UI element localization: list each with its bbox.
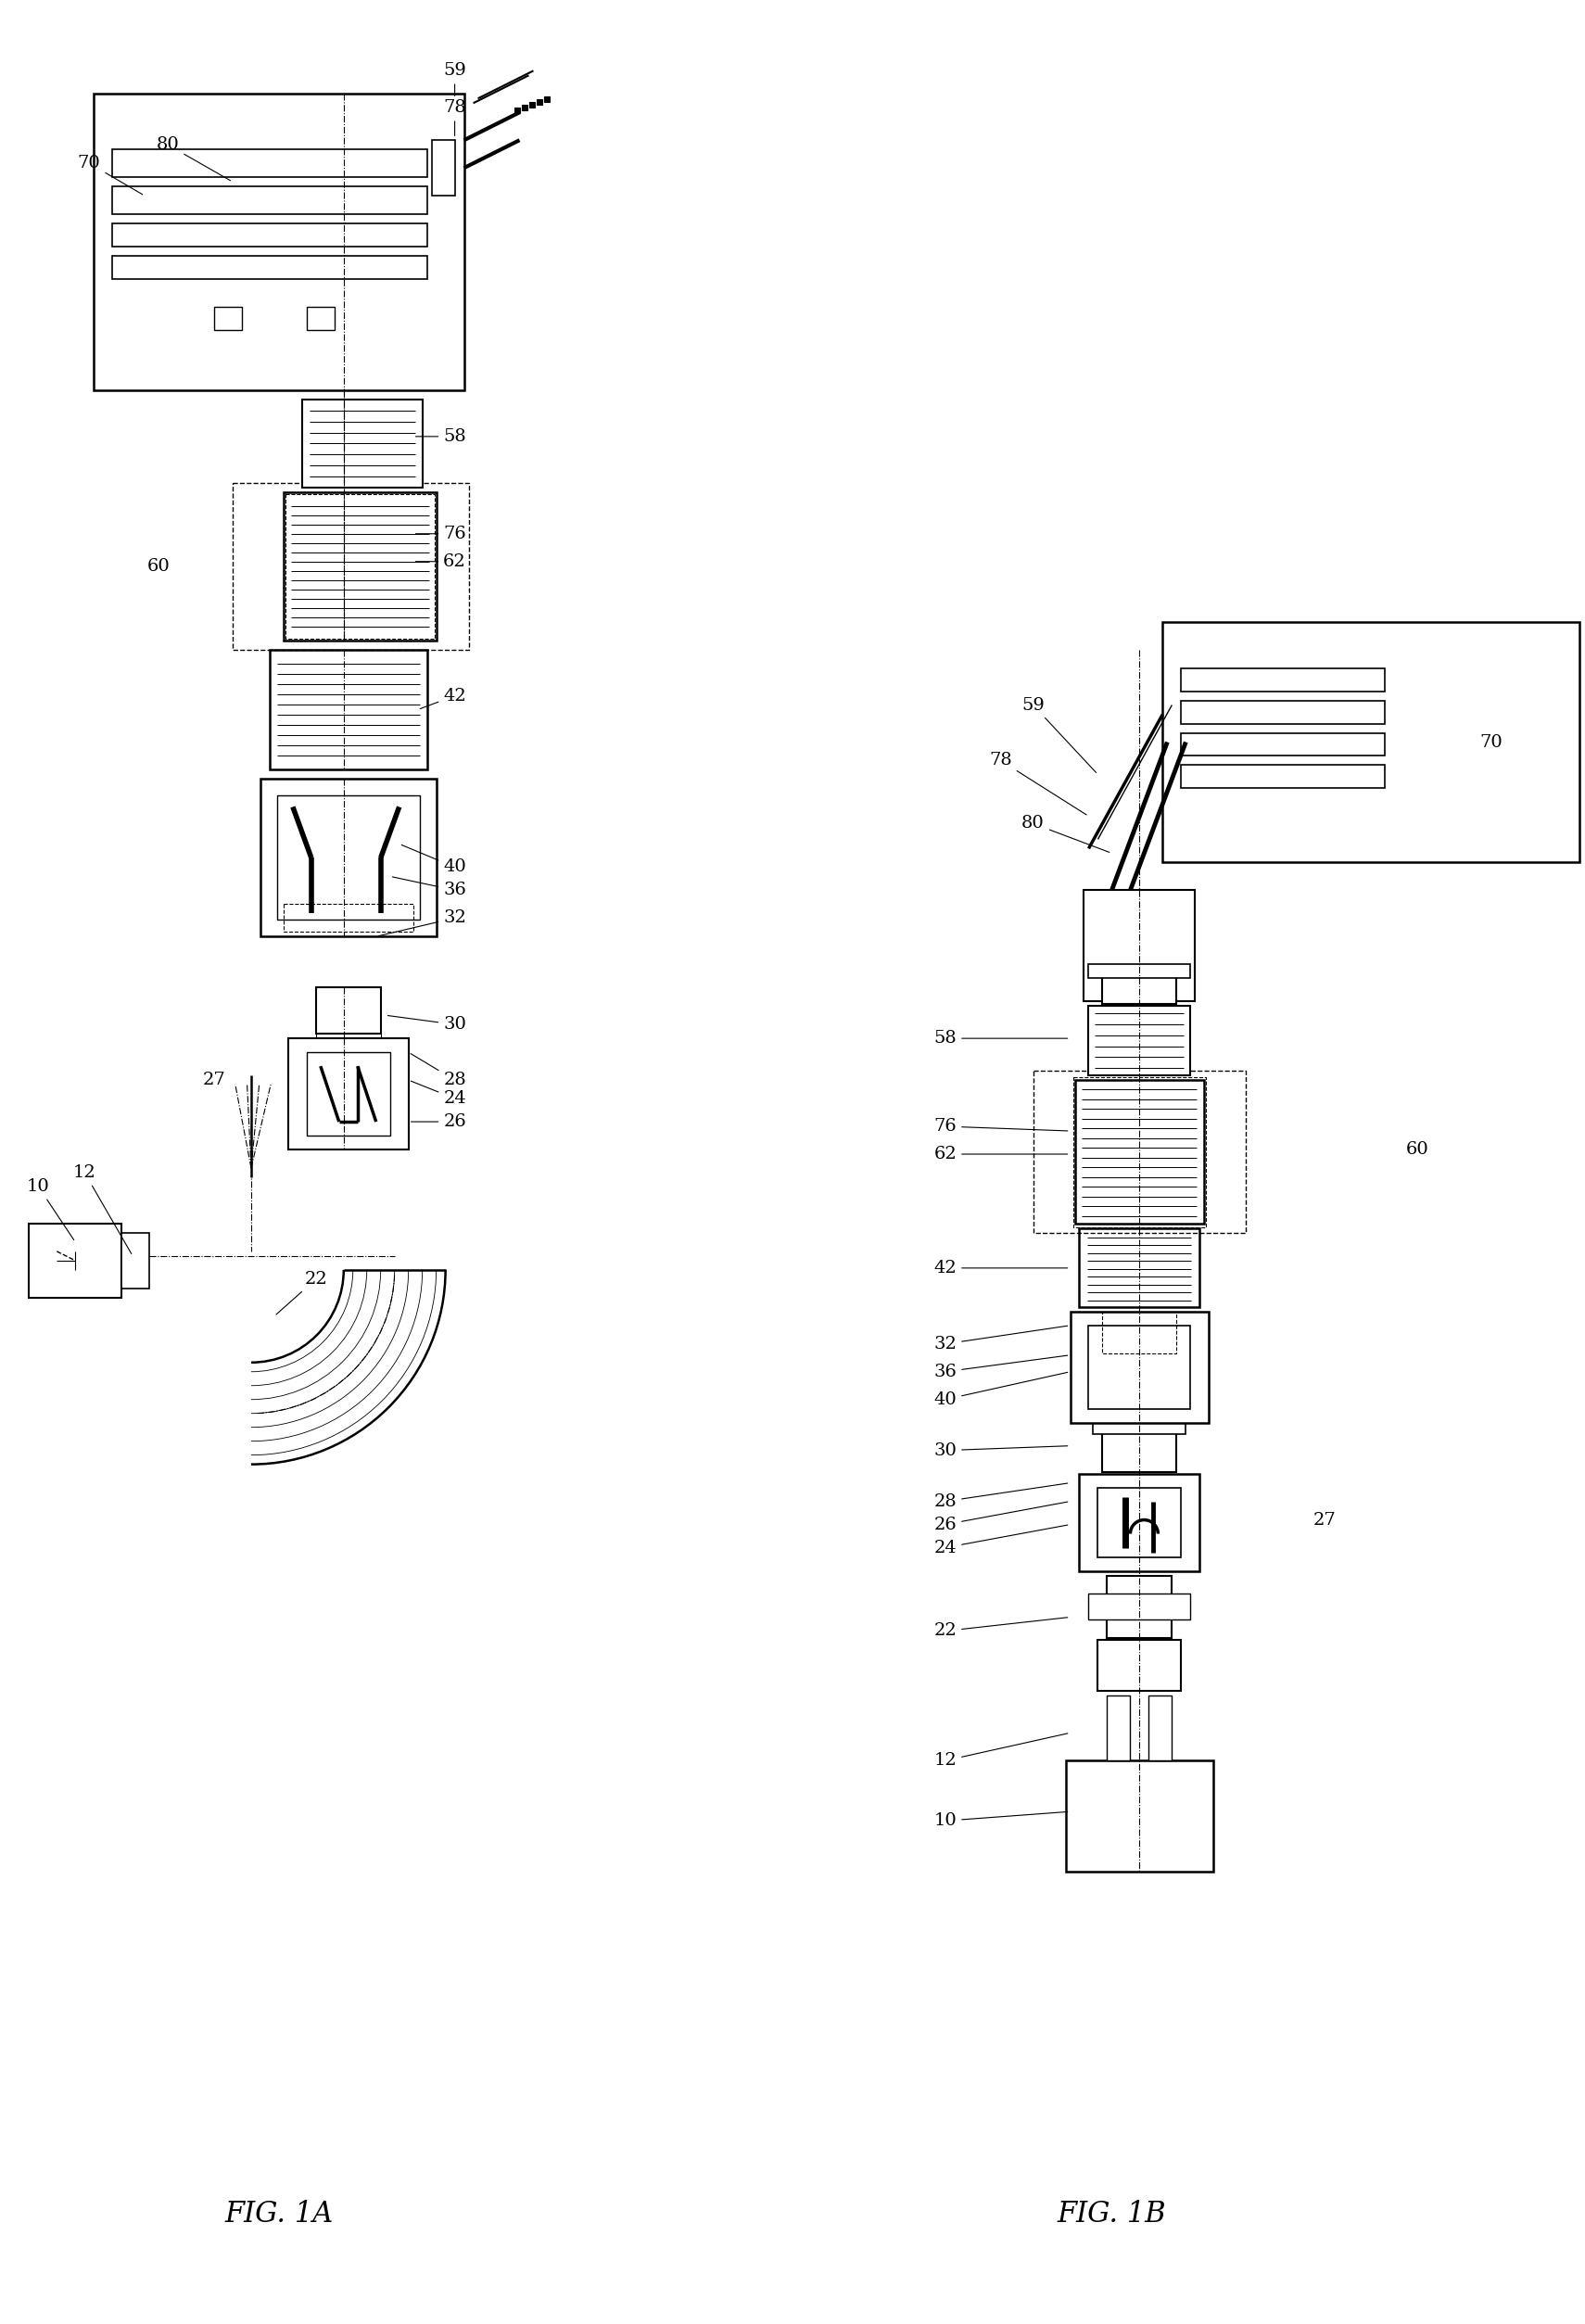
Text: 76: 76 bbox=[415, 525, 466, 541]
Bar bbox=[1098, 1487, 1181, 1557]
Bar bbox=[1079, 1227, 1200, 1306]
Text: 59: 59 bbox=[444, 63, 466, 95]
Text: 28: 28 bbox=[934, 1483, 1068, 1511]
Bar bbox=[306, 307, 334, 330]
Text: 12: 12 bbox=[73, 1164, 132, 1253]
Bar bbox=[1089, 1594, 1190, 1620]
Bar bbox=[306, 1053, 390, 1136]
Text: 62: 62 bbox=[934, 1146, 1068, 1162]
Bar bbox=[1075, 1081, 1205, 1222]
Bar bbox=[122, 1232, 149, 1287]
Bar bbox=[113, 256, 426, 279]
Text: 36: 36 bbox=[934, 1355, 1068, 1380]
Text: 24: 24 bbox=[934, 1525, 1068, 1557]
Text: 36: 36 bbox=[393, 876, 466, 899]
Bar bbox=[1089, 1325, 1190, 1408]
Text: 70: 70 bbox=[1480, 734, 1503, 751]
Bar bbox=[1103, 1427, 1176, 1471]
Bar bbox=[113, 186, 426, 214]
Bar bbox=[94, 93, 464, 390]
Text: 26: 26 bbox=[934, 1501, 1068, 1534]
Bar bbox=[537, 100, 542, 105]
Bar bbox=[1181, 765, 1385, 788]
Text: 24: 24 bbox=[411, 1081, 466, 1106]
Text: 40: 40 bbox=[401, 846, 466, 876]
Text: 22: 22 bbox=[276, 1271, 328, 1315]
Bar bbox=[1079, 1473, 1200, 1571]
Bar bbox=[523, 105, 528, 112]
Bar bbox=[260, 779, 436, 937]
Text: 42: 42 bbox=[934, 1260, 1068, 1276]
Bar bbox=[1163, 623, 1579, 862]
Bar bbox=[545, 98, 550, 102]
Text: 62: 62 bbox=[415, 553, 466, 569]
Bar bbox=[1073, 1078, 1206, 1227]
Bar bbox=[515, 107, 520, 114]
Text: 60: 60 bbox=[147, 558, 170, 574]
Bar bbox=[1149, 1697, 1171, 1762]
Text: 76: 76 bbox=[934, 1118, 1068, 1134]
Text: 27: 27 bbox=[203, 1071, 225, 1088]
Bar bbox=[1065, 1762, 1214, 1871]
Bar bbox=[1181, 700, 1385, 723]
Bar bbox=[1084, 890, 1195, 1002]
Bar bbox=[1098, 1641, 1181, 1692]
Text: FIG. 1B: FIG. 1B bbox=[1057, 2201, 1167, 2229]
Text: FIG. 1A: FIG. 1A bbox=[225, 2201, 333, 2229]
Text: 10: 10 bbox=[934, 1813, 1068, 1829]
Text: 27: 27 bbox=[1312, 1511, 1336, 1529]
Text: 78: 78 bbox=[444, 100, 466, 135]
Bar bbox=[284, 493, 436, 639]
Text: 60: 60 bbox=[1406, 1141, 1428, 1157]
Text: 80: 80 bbox=[1022, 816, 1110, 853]
Bar bbox=[113, 149, 426, 177]
Bar bbox=[233, 483, 469, 648]
Bar bbox=[1033, 1071, 1246, 1232]
Bar bbox=[1103, 969, 1176, 1004]
Bar bbox=[1089, 964, 1190, 978]
Bar bbox=[1070, 1311, 1209, 1422]
Text: 80: 80 bbox=[157, 137, 230, 181]
Bar bbox=[1181, 732, 1385, 755]
Text: 26: 26 bbox=[411, 1113, 466, 1129]
Bar bbox=[431, 139, 455, 195]
Bar bbox=[1103, 1311, 1176, 1353]
Bar bbox=[284, 904, 414, 932]
Text: 10: 10 bbox=[27, 1178, 74, 1241]
Bar bbox=[214, 307, 243, 330]
Text: 30: 30 bbox=[934, 1443, 1068, 1459]
Bar bbox=[315, 988, 380, 1034]
Text: 32: 32 bbox=[934, 1325, 1068, 1353]
Bar bbox=[1108, 1697, 1130, 1762]
Text: 12: 12 bbox=[934, 1734, 1068, 1769]
Text: 59: 59 bbox=[1022, 697, 1097, 772]
Bar bbox=[29, 1222, 122, 1297]
Bar bbox=[277, 795, 420, 920]
Bar bbox=[269, 648, 426, 769]
Bar bbox=[113, 223, 426, 246]
Text: 30: 30 bbox=[388, 1016, 466, 1032]
Bar bbox=[303, 400, 422, 488]
Bar bbox=[288, 1039, 409, 1150]
Text: 58: 58 bbox=[415, 428, 466, 444]
Bar bbox=[285, 495, 434, 639]
Text: 22: 22 bbox=[934, 1618, 1068, 1638]
Text: 28: 28 bbox=[411, 1053, 466, 1088]
Bar bbox=[529, 102, 536, 107]
Text: 58: 58 bbox=[934, 1030, 1068, 1046]
Text: 42: 42 bbox=[420, 688, 466, 709]
Bar bbox=[1108, 1576, 1171, 1638]
Text: 32: 32 bbox=[379, 909, 466, 937]
Text: 70: 70 bbox=[78, 156, 143, 195]
Text: 78: 78 bbox=[989, 753, 1086, 816]
Bar bbox=[1094, 1420, 1186, 1434]
Bar bbox=[1181, 667, 1385, 690]
Text: 40: 40 bbox=[934, 1371, 1068, 1408]
Bar bbox=[1089, 1006, 1190, 1076]
